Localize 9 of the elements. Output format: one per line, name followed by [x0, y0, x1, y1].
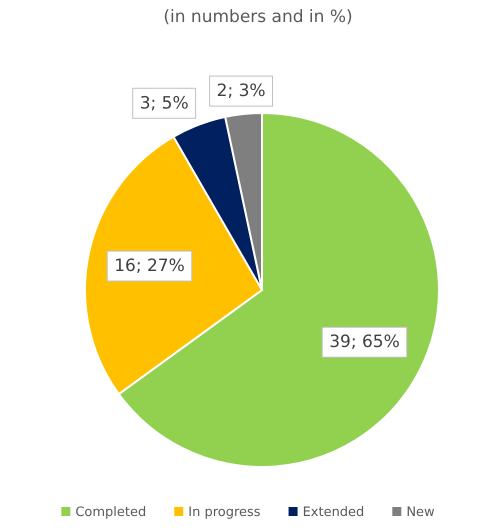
data-label: 16; 27%: [114, 256, 185, 276]
data-label: 3; 5%: [140, 93, 189, 114]
legend-label: In progress: [188, 505, 261, 520]
chart-title: (in numbers and in %): [163, 7, 353, 27]
data-label: 2; 3%: [216, 81, 266, 102]
legend-label: New: [406, 505, 436, 520]
data-label: 39; 65%: [329, 332, 400, 352]
legend-label: Extended: [302, 505, 364, 520]
legend-label: Completed: [75, 505, 146, 520]
